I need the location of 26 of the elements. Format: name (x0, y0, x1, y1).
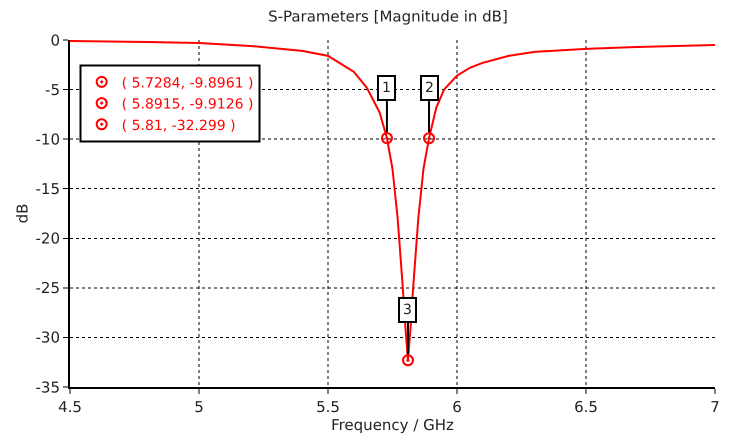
y-tick-label: -30 (36, 328, 60, 347)
x-tick-label: 5.5 (316, 398, 340, 416)
legend-label: ( 5.7284, -9.8961 ) (122, 75, 254, 92)
point (423, 132, 436, 144)
y-tick-label: -5 (45, 80, 60, 99)
legend-label: ( 5.8915, -9.9126 ) (122, 96, 254, 113)
x-tick-label: 6 (452, 398, 462, 416)
x-tick-label: 7 (710, 398, 720, 416)
legend-label: ( 5.81, -32.299 ) (122, 118, 236, 134)
chart-title: S-Parameters [Magnitude in dB] (268, 8, 508, 26)
y-tick-label: -15 (36, 180, 60, 198)
point (380, 132, 393, 144)
point (402, 354, 414, 366)
x-tick-label: 5 (194, 398, 204, 416)
x-tick-label: 4.5 (58, 398, 82, 416)
y-tick-label: -20 (36, 230, 60, 248)
y-axis-title: dB (13, 204, 32, 224)
annotation: 2 (425, 80, 434, 96)
annotation: 1 (382, 80, 391, 96)
y-tick-label: -25 (36, 279, 60, 298)
x-axis-title: Frequency / GHz (331, 416, 454, 434)
y-tick-label: -35 (36, 378, 60, 396)
annotation: 3 (403, 302, 412, 318)
y-tick-label: 0 (50, 31, 60, 50)
y-tick-label: -10 (36, 130, 60, 148)
x-tick-label: 6.5 (574, 398, 598, 416)
